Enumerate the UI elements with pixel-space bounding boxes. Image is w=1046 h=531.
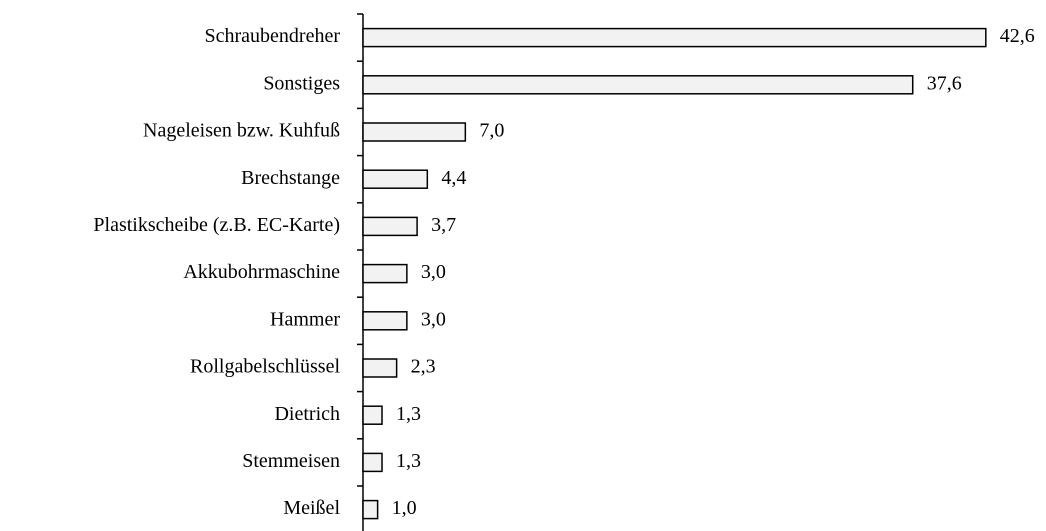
bar <box>362 75 914 95</box>
value-label: 1,0 <box>392 497 417 519</box>
category-label: Dietrich <box>274 403 340 425</box>
bar <box>362 311 408 331</box>
bar <box>362 216 418 237</box>
bar <box>362 499 379 520</box>
category-label: Schraubendreher <box>205 25 341 47</box>
category-label: Plastikscheibe (z.B. EC-Karte) <box>93 214 340 236</box>
category-label: Hammer <box>270 308 340 330</box>
value-label: 1,3 <box>396 450 421 472</box>
category-label: Stemmeisen <box>242 450 340 472</box>
value-label: 7,0 <box>479 120 504 142</box>
category-label: Sonstiges <box>263 72 340 94</box>
value-label: 42,6 <box>1000 25 1035 47</box>
value-label: 2,3 <box>411 356 436 378</box>
category-label: Meißel <box>283 497 340 519</box>
bar <box>362 122 467 142</box>
category-label: Akkubohrmaschine <box>183 261 340 283</box>
bar <box>362 263 408 284</box>
value-label: 4,4 <box>441 167 466 189</box>
bar <box>362 169 429 189</box>
bar <box>362 452 383 473</box>
value-label: 3,0 <box>421 261 446 283</box>
value-label: 1,3 <box>396 403 421 425</box>
value-label: 3,7 <box>431 214 456 236</box>
category-label: Brechstange <box>241 167 340 189</box>
bar <box>362 358 398 378</box>
bar <box>362 405 383 425</box>
value-label: 3,0 <box>421 308 446 330</box>
category-label: Nageleisen bzw. Kuhfuß <box>143 120 340 142</box>
category-label: Rollgabelschlüssel <box>190 356 340 378</box>
value-label: 37,6 <box>927 72 962 94</box>
bar <box>362 27 987 48</box>
